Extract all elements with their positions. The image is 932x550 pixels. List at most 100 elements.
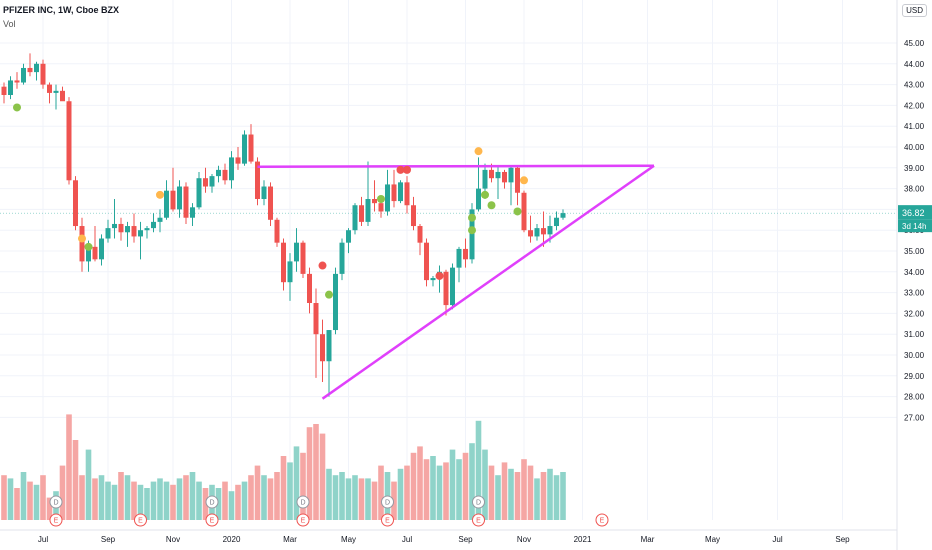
earnings-badge[interactable]: E <box>472 513 485 527</box>
candle-body <box>333 273 338 331</box>
volume-bar <box>508 468 514 520</box>
volume-bar <box>85 449 92 520</box>
candle-body <box>177 186 182 210</box>
candle <box>365 161 371 227</box>
candle-body <box>274 219 280 243</box>
badge-label: E <box>210 518 215 525</box>
candle <box>508 165 514 206</box>
candle <box>203 167 208 193</box>
candle <box>144 226 150 239</box>
badge-label: D <box>300 500 305 507</box>
volume-bar <box>534 478 540 520</box>
signal-dot <box>468 213 476 222</box>
volume-bar <box>176 478 183 520</box>
candle <box>47 82 52 104</box>
y-tick-label: 33.00 <box>904 289 925 298</box>
volume-bar <box>79 475 85 520</box>
earnings-badge[interactable]: E <box>381 513 394 527</box>
last-price-tag <box>898 205 932 220</box>
candle <box>515 165 520 206</box>
dividend-badge[interactable]: D <box>205 495 219 509</box>
x-tick-label: Sep <box>458 535 473 544</box>
candle-body <box>495 171 501 179</box>
volume-bar <box>547 468 553 520</box>
candle <box>281 238 286 291</box>
volume-bar <box>215 488 222 520</box>
candle <box>372 180 377 212</box>
candle-body <box>92 246 98 260</box>
candle <box>450 263 455 310</box>
volume-bar <box>92 478 98 520</box>
volume-bar <box>189 472 196 520</box>
candle <box>326 330 332 397</box>
volume-bar <box>98 475 105 520</box>
signal-dot <box>325 290 333 299</box>
volume-bar <box>280 456 287 520</box>
candle <box>196 171 202 210</box>
candle-body <box>320 334 325 362</box>
earnings-badge[interactable]: E <box>595 513 609 527</box>
candle <box>105 219 111 243</box>
candle-body <box>482 169 488 189</box>
earnings-badge[interactable]: E <box>134 513 147 527</box>
x-tick-label: Sep <box>835 535 850 544</box>
dividend-badge[interactable]: D <box>296 495 310 509</box>
volume-bar <box>501 462 508 520</box>
earnings-badge[interactable]: E <box>49 513 63 527</box>
x-tick-label: 2021 <box>574 535 592 544</box>
volume-bar <box>144 488 150 520</box>
signal-dot <box>474 147 483 156</box>
y-tick-label: 44.00 <box>904 60 925 69</box>
badge-label: D <box>476 500 481 507</box>
signal-dot <box>396 165 405 174</box>
candle-body <box>300 242 306 274</box>
signal-dot <box>513 207 522 216</box>
candle-body <box>164 190 169 218</box>
candle-body <box>157 217 163 222</box>
candle-body <box>313 303 319 335</box>
symbol-title[interactable]: PFIZER INC, 1W, Cboe BZX <box>3 5 120 15</box>
candle <box>359 196 364 227</box>
volume-bar <box>417 446 423 520</box>
earnings-badge[interactable]: E <box>205 513 219 527</box>
triangle-trendline <box>257 164 655 169</box>
badge-circle <box>472 495 485 509</box>
volume-bar <box>404 465 410 520</box>
candle-body <box>417 226 423 243</box>
currency-button[interactable]: USD <box>902 4 927 17</box>
y-tick-label: 30.00 <box>904 351 925 360</box>
candle <box>79 217 85 272</box>
candle-body <box>456 248 462 268</box>
candle <box>307 267 312 314</box>
volume-bar <box>423 459 430 520</box>
volume-bar <box>345 478 352 520</box>
dividend-badge[interactable]: D <box>381 495 394 509</box>
candle <box>255 157 260 206</box>
candle <box>242 130 247 166</box>
volume-bar <box>553 475 560 520</box>
candle <box>541 211 546 247</box>
dividend-badge[interactable]: D <box>49 495 63 509</box>
countdown-tag <box>898 219 932 233</box>
candle <box>300 240 306 279</box>
candle-body <box>112 223 117 229</box>
candle <box>229 151 234 189</box>
signal-dot <box>435 271 444 280</box>
volume-bar <box>20 472 27 520</box>
candle <box>463 238 468 268</box>
signal-dot <box>78 234 86 243</box>
volume-bar <box>27 481 33 520</box>
badge-label: E <box>600 518 605 525</box>
badge-label: E <box>138 518 143 525</box>
volume-bar <box>33 484 40 520</box>
dividend-badge[interactable]: D <box>472 495 485 509</box>
candle <box>385 169 390 216</box>
candle <box>411 196 416 231</box>
y-tick-label: 40.00 <box>904 143 925 152</box>
volume-bar <box>495 475 501 520</box>
earnings-badge[interactable]: E <box>296 513 310 527</box>
candle <box>560 209 566 220</box>
candle-body <box>378 203 384 212</box>
candle-body <box>515 167 520 193</box>
